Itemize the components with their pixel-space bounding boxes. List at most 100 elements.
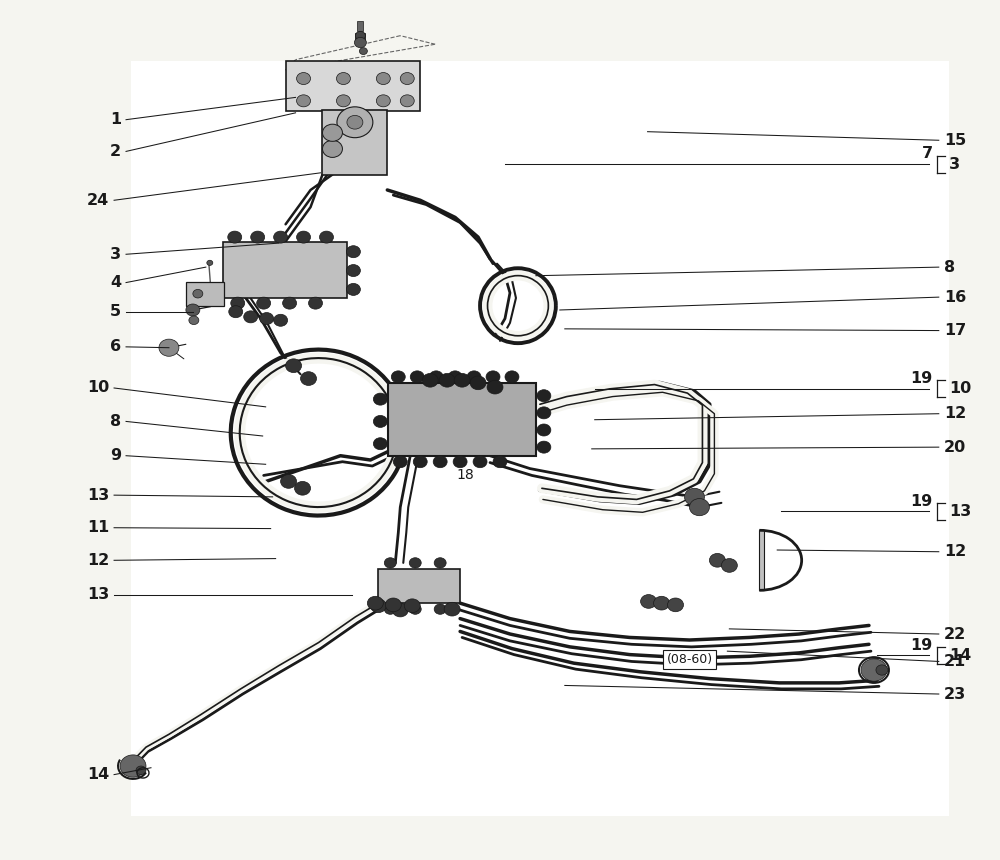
Text: 3: 3 [110, 247, 121, 261]
Circle shape [537, 424, 551, 436]
Circle shape [410, 371, 424, 383]
Text: 20: 20 [944, 439, 966, 455]
Circle shape [281, 475, 297, 488]
Text: 15: 15 [944, 132, 966, 148]
Circle shape [301, 372, 317, 385]
Circle shape [384, 604, 396, 614]
Circle shape [409, 558, 421, 568]
Bar [378, 568, 460, 603]
Circle shape [444, 602, 460, 616]
Text: 14: 14 [949, 648, 971, 663]
Circle shape [487, 380, 503, 394]
Circle shape [537, 407, 551, 419]
Circle shape [493, 456, 507, 468]
Circle shape [120, 755, 146, 777]
Circle shape [376, 72, 390, 84]
Text: 12: 12 [87, 553, 109, 568]
Circle shape [251, 231, 265, 243]
Circle shape [486, 371, 500, 383]
Circle shape [186, 304, 200, 316]
Text: 17: 17 [944, 323, 966, 338]
Text: 9: 9 [110, 448, 121, 464]
Circle shape [354, 37, 366, 47]
Circle shape [336, 72, 350, 84]
Circle shape [295, 482, 311, 495]
Circle shape [336, 95, 350, 107]
Circle shape [309, 298, 322, 309]
Circle shape [228, 231, 242, 243]
Circle shape [346, 284, 360, 296]
Circle shape [367, 596, 383, 610]
Circle shape [207, 261, 213, 266]
Circle shape [537, 441, 551, 453]
Circle shape [400, 72, 414, 84]
Text: 22: 22 [944, 627, 966, 642]
Circle shape [346, 265, 360, 277]
FancyBboxPatch shape [759, 531, 764, 590]
Circle shape [393, 456, 407, 468]
Circle shape [136, 766, 146, 775]
Bar [131, 61, 949, 816]
Circle shape [454, 373, 470, 387]
Bar [357, 22, 363, 32]
Text: 5: 5 [110, 304, 121, 319]
Circle shape [391, 371, 405, 383]
Text: 8: 8 [944, 260, 955, 274]
Circle shape [373, 415, 387, 427]
Circle shape [654, 596, 670, 610]
Circle shape [346, 246, 360, 258]
Circle shape [322, 140, 342, 157]
Circle shape [297, 95, 311, 107]
Text: 16: 16 [944, 290, 966, 304]
Text: 23: 23 [944, 686, 966, 702]
Circle shape [355, 32, 365, 40]
Text: 19: 19 [911, 637, 933, 653]
Bar [322, 110, 387, 175]
Circle shape [429, 371, 443, 383]
Text: 6: 6 [110, 340, 121, 354]
Circle shape [244, 310, 258, 322]
Circle shape [384, 558, 396, 568]
Text: 13: 13 [87, 587, 109, 602]
Circle shape [439, 373, 455, 387]
Circle shape [400, 95, 414, 107]
Circle shape [297, 231, 311, 243]
Circle shape [413, 456, 427, 468]
Circle shape [537, 390, 551, 402]
Circle shape [257, 298, 271, 309]
Text: 21: 21 [944, 654, 966, 669]
Text: 19: 19 [911, 494, 933, 508]
Bar [186, 282, 224, 305]
Circle shape [373, 438, 387, 450]
Circle shape [189, 316, 199, 324]
Circle shape [668, 598, 683, 611]
Circle shape [370, 599, 386, 612]
Circle shape [721, 559, 737, 572]
Bar [355, 33, 365, 40]
Bar [223, 243, 347, 298]
Circle shape [193, 290, 203, 298]
Circle shape [283, 298, 297, 309]
Circle shape [409, 604, 421, 614]
Circle shape [385, 598, 401, 611]
Bar [388, 383, 536, 456]
Text: (08-60): (08-60) [666, 654, 713, 666]
Circle shape [286, 359, 302, 372]
Circle shape [274, 231, 288, 243]
Circle shape [470, 376, 486, 390]
Circle shape [433, 456, 447, 468]
Text: 13: 13 [87, 488, 109, 502]
Text: 12: 12 [944, 406, 966, 421]
Text: 8: 8 [110, 414, 121, 429]
Circle shape [159, 339, 179, 356]
Circle shape [422, 373, 438, 387]
Circle shape [709, 554, 725, 567]
Circle shape [473, 456, 487, 468]
Text: 13: 13 [949, 504, 971, 519]
Text: 3: 3 [949, 157, 960, 172]
Circle shape [229, 305, 243, 317]
Text: 2: 2 [110, 144, 121, 159]
Text: 10: 10 [87, 380, 109, 396]
Circle shape [876, 665, 888, 675]
Circle shape [359, 47, 367, 54]
